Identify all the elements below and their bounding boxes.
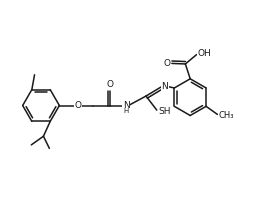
Text: SH: SH xyxy=(159,107,171,116)
Text: N: N xyxy=(162,82,168,91)
Text: CH₃: CH₃ xyxy=(218,111,234,120)
Text: H: H xyxy=(124,108,129,114)
Text: O: O xyxy=(163,59,170,68)
Text: O: O xyxy=(74,101,81,110)
Text: O: O xyxy=(107,80,114,89)
Text: OH: OH xyxy=(198,49,212,58)
Text: N: N xyxy=(123,101,130,110)
